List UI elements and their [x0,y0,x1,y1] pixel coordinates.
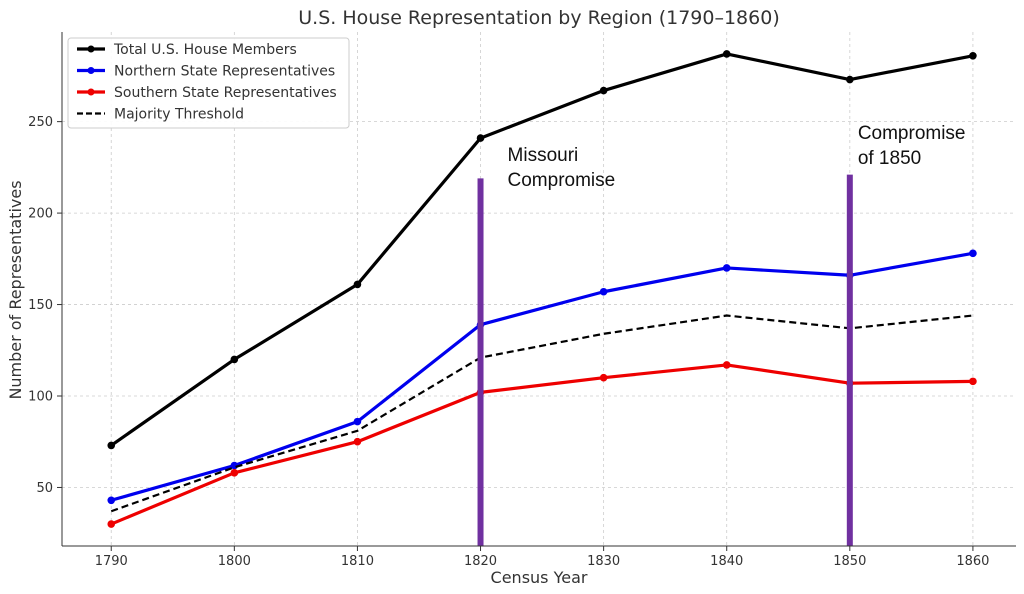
annotation-label: Compromise [858,123,966,144]
annotation-0: Missouri Compromise [477,145,616,546]
series-2 [107,361,977,528]
data-point [353,417,362,426]
legend-box [67,37,350,129]
chart-title: U.S. House Representation by Region (179… [298,7,779,29]
legend-marker [87,67,95,74]
axes: 1790 1800 1810 1820 1830 1840 1850 1860 50 100 150… [28,32,1016,569]
series-line [110,363,973,526]
legend-label: Total U.S. House Members [113,42,297,58]
y-tick-label: 250 [28,115,53,130]
legend-entry: Majority Threshold [77,107,244,123]
x-tick-label: 1790 [95,554,128,569]
annotations: Missouri Compromise Compromise of 1850 [477,123,966,546]
legend-label: Majority Threshold [114,107,244,123]
data-point [599,373,608,382]
data-point [969,249,977,258]
data-point [353,280,362,289]
legend-marker [87,88,95,96]
annotation-label: Compromise [508,170,616,191]
data-point [846,75,854,84]
legend-entry: Total U.S. House Members [77,42,297,58]
data-point [107,441,116,450]
annotation-label: of 1850 [858,148,921,169]
x-tick-label: 1810 [341,554,374,569]
x-tick-label: 1860 [956,554,989,569]
y-tick-label: 50 [36,481,53,496]
x-tick-label: 1840 [710,554,743,569]
legend-label: Northern State Representatives [114,64,335,80]
data-point [107,520,116,528]
data-point [969,51,977,60]
series-layer [107,50,977,528]
legend-entry: Northern State Representatives [77,64,335,80]
data-point [230,469,239,477]
series-line [110,52,974,447]
legend-label: Southern State Representatives [114,85,337,101]
y-tick-label: 150 [28,298,53,313]
data-point [599,287,608,296]
legend: Total U.S. House Members Northern State R… [67,37,350,129]
x-tick-label: 1830 [587,554,620,569]
x-tick-label: 1850 [833,554,866,569]
series-line [110,314,974,513]
data-point [722,264,731,272]
series-line [110,251,974,502]
data-point [599,86,608,95]
data-point [969,377,977,386]
x-axis-label: Census Year [491,568,588,587]
series-3 [110,314,974,513]
legend-marker [87,45,95,53]
y-tick-label: 200 [28,207,53,222]
legend-entry: Southern State Representatives [77,85,337,101]
series-0 [107,50,977,450]
data-point [476,134,485,142]
x-tick-label: 1820 [464,554,497,569]
data-point [722,361,731,369]
data-point [230,355,239,364]
y-axis-label: Number of Representatives [6,180,25,399]
data-point [722,50,731,58]
annotation-1: Compromise of 1850 [846,123,966,546]
y-tick-label: 100 [28,390,53,405]
annotation-label: Missouri [508,145,579,166]
data-point [107,496,116,505]
x-tick-label: 1800 [218,554,251,569]
data-point [353,437,362,446]
